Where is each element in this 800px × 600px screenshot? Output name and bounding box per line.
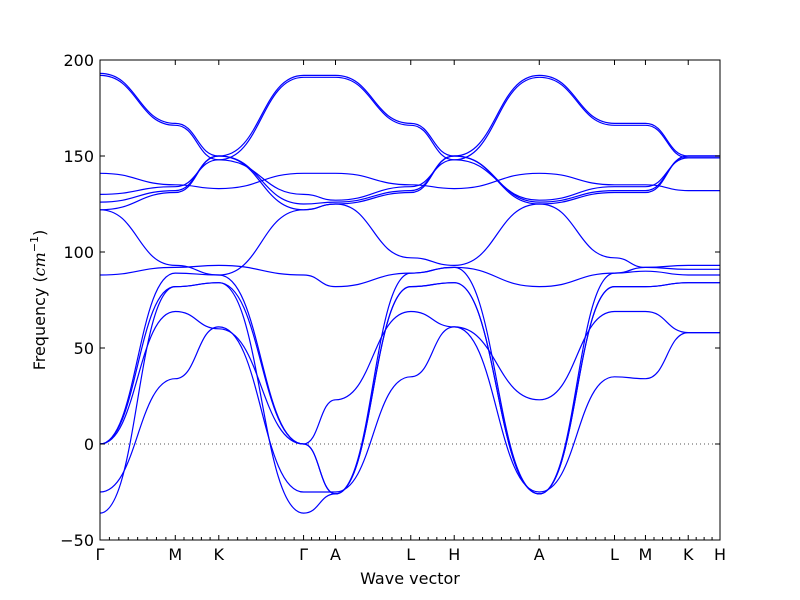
y-axis-label-unit: cm — [30, 252, 49, 276]
x-tick-label: A — [330, 545, 341, 564]
y-tick-label: 200 — [63, 51, 94, 70]
x-tick-label: M — [168, 545, 182, 564]
y-axis-label-close: ) — [30, 230, 49, 236]
band-lines — [99, 72, 720, 514]
y-tick-label: 50 — [74, 339, 94, 358]
y-tick-label: 0 — [84, 435, 94, 454]
y-axis-label: Frequency (cm−1) — [28, 230, 49, 371]
y-tick-label: 150 — [63, 147, 94, 166]
band-line-1 — [99, 72, 720, 157]
band-line-12 — [99, 326, 720, 493]
x-tick-label: M — [639, 545, 653, 564]
plot-frame — [99, 59, 721, 541]
band-line-13 — [99, 282, 720, 514]
x-tick-label: L — [406, 545, 415, 564]
y-tick-label: −50 — [60, 531, 94, 550]
band-line-11 — [99, 310, 720, 445]
y-axis-ticks: −50 0 50 100 150 200 — [60, 51, 720, 550]
band-line-3 — [99, 172, 720, 192]
x-tick-label: A — [534, 545, 545, 564]
x-tick-label: L — [610, 545, 619, 564]
band-line-2 — [99, 74, 720, 161]
x-tick-label: K — [214, 545, 225, 564]
band-line-9 — [99, 266, 720, 495]
x-tick-label: H — [714, 545, 726, 564]
x-tick-label: H — [448, 545, 460, 564]
x-axis-label: Wave vector — [360, 569, 460, 588]
band-line-6 — [99, 155, 720, 211]
y-axis-label-exponent: −1 — [28, 236, 41, 252]
x-tick-label: Γ — [299, 545, 308, 564]
x-tick-label: K — [683, 545, 694, 564]
y-axis-label-open: ( — [30, 276, 49, 287]
x-tick-label: Γ — [96, 545, 105, 564]
y-axis-label-text: Frequency — [30, 288, 49, 371]
y-tick-label: 100 — [63, 243, 94, 262]
